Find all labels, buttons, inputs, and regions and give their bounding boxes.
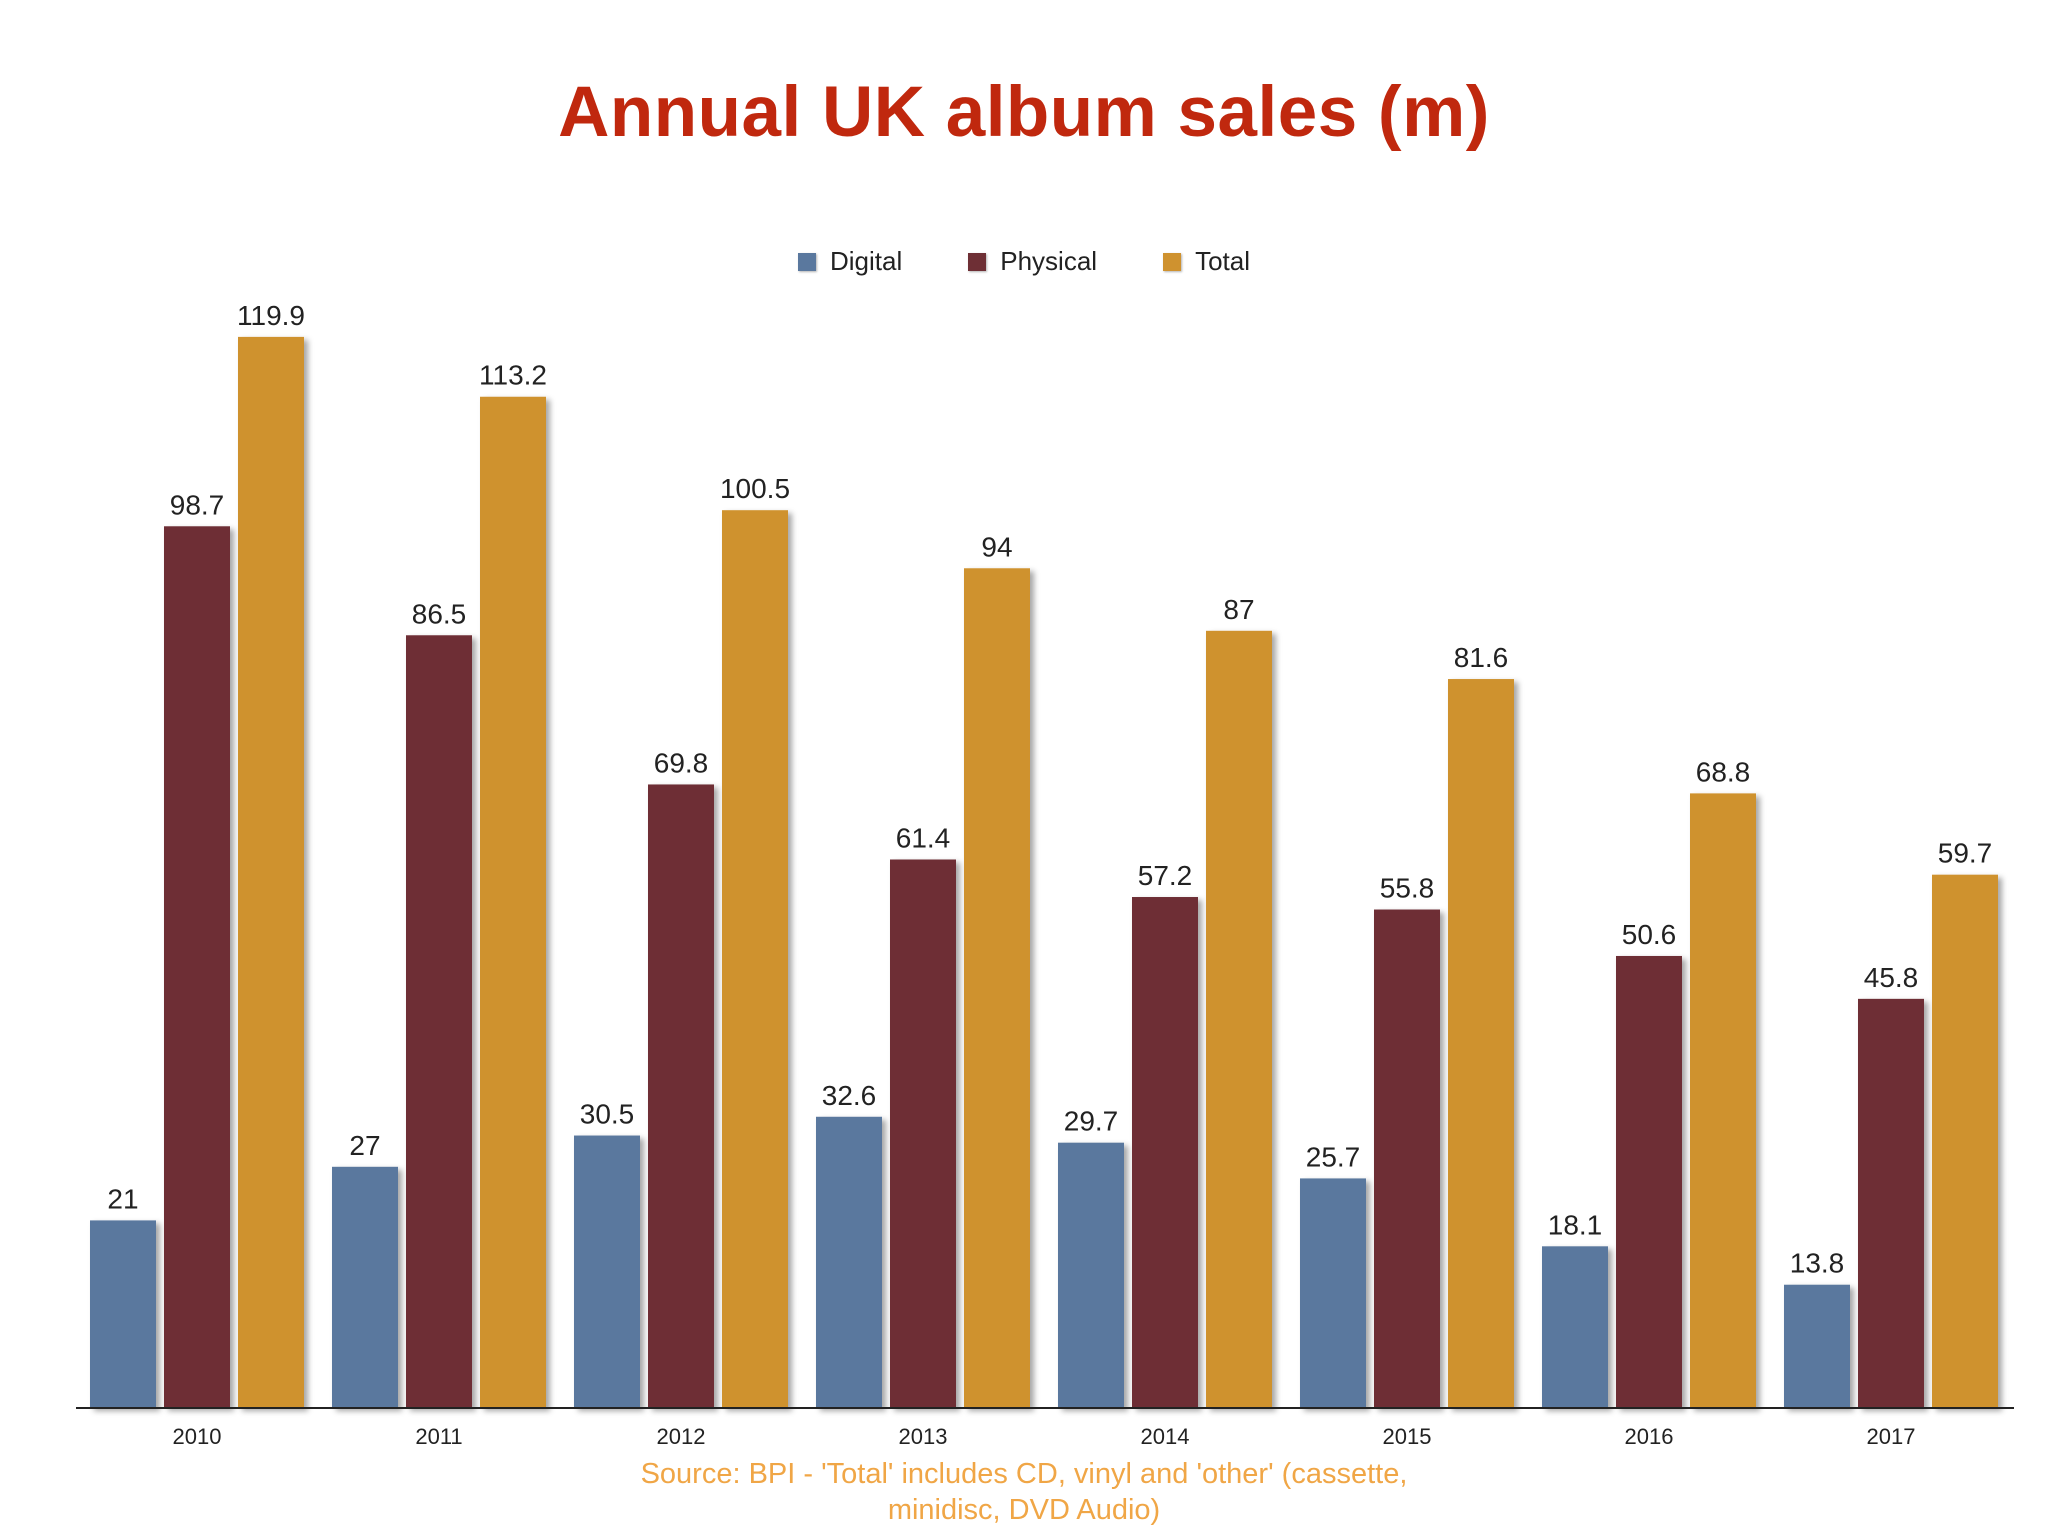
- data-label-total-2015: 81.6: [1454, 642, 1509, 673]
- legend-swatch-total: [1163, 252, 1182, 271]
- legend-item-total: Total: [1163, 246, 1250, 277]
- legend-label-digital: Digital: [830, 246, 903, 276]
- bar-digital-2012: [574, 1135, 640, 1408]
- data-label-digital-2016: 18.1: [1548, 1209, 1603, 1240]
- data-label-physical-2014: 57.2: [1138, 860, 1193, 891]
- data-label-digital-2013: 32.6: [822, 1080, 877, 1111]
- bar-total-2015: [1448, 679, 1514, 1408]
- bar-physical-2015: [1374, 909, 1440, 1408]
- bar-total-2011: [480, 396, 546, 1408]
- source-line-2: minidisc, DVD Audio): [887, 1494, 1161, 1526]
- data-label-physical-2013: 61.4: [896, 822, 951, 853]
- bar-digital-2010: [90, 1220, 156, 1408]
- legend-label-physical: Physical: [1000, 246, 1098, 276]
- data-label-digital-2014: 29.7: [1064, 1106, 1119, 1137]
- legend-swatch-physical: [968, 252, 987, 271]
- labels-group: 21 98.7 119.9 2010 27 86.5 113.2 2011 30.5 69.8 10…: [105, 298, 1994, 1449]
- source-note: Source: BPI - 'Total' includes CD, vinyl…: [0, 1456, 2048, 1528]
- data-label-total-2012: 100.5: [720, 473, 790, 504]
- bar-physical-2012: [648, 784, 714, 1408]
- x-tick-label-2012: 2012: [657, 1424, 706, 1449]
- bar-total-2017: [1932, 874, 1998, 1408]
- data-label-digital-2015: 25.7: [1306, 1141, 1361, 1172]
- x-tick-label-2013: 2013: [899, 1424, 948, 1449]
- source-line-1: Source: BPI - 'Total' includes CD, vinyl…: [640, 1458, 1408, 1490]
- bar-physical-2014: [1132, 897, 1198, 1408]
- bar-physical-2017: [1858, 998, 1924, 1408]
- legend-label-total: Total: [1195, 246, 1250, 276]
- x-tick-label-2015: 2015: [1383, 1424, 1432, 1449]
- x-tick-label-2011: 2011: [415, 1424, 462, 1449]
- x-tick-label-2017: 2017: [1867, 1424, 1916, 1449]
- data-label-total-2011: 113.2: [479, 360, 547, 391]
- bar-physical-2013: [890, 859, 956, 1408]
- data-label-digital-2017: 13.8: [1790, 1248, 1845, 1279]
- bar-digital-2017: [1784, 1284, 1850, 1408]
- bar-total-2013: [964, 568, 1030, 1408]
- data-label-physical-2017: 45.8: [1864, 962, 1919, 993]
- bar-digital-2011: [332, 1166, 398, 1408]
- data-label-total-2010: 119.9: [237, 300, 305, 331]
- data-label-digital-2011: 27: [349, 1130, 380, 1161]
- bar-physical-2011: [406, 635, 472, 1408]
- bars-group: [90, 336, 1998, 1409]
- data-label-total-2013: 94: [981, 531, 1012, 562]
- bar-digital-2014: [1058, 1142, 1124, 1408]
- data-label-digital-2012: 30.5: [580, 1099, 635, 1130]
- bar-digital-2013: [816, 1116, 882, 1408]
- x-tick-label-2010: 2010: [173, 1424, 222, 1449]
- bar-total-2014: [1206, 630, 1272, 1408]
- bar-total-2012: [722, 510, 788, 1408]
- chart-title: Annual UK album sales (m): [558, 73, 1490, 152]
- bar-physical-2010: [164, 526, 230, 1408]
- data-label-physical-2016: 50.6: [1622, 919, 1677, 950]
- x-tick-label-2014: 2014: [1141, 1424, 1190, 1449]
- data-label-digital-2010: 21: [107, 1183, 138, 1214]
- bar-total-2016: [1690, 793, 1756, 1408]
- x-tick-label-2016: 2016: [1625, 1424, 1674, 1449]
- data-label-total-2017: 59.7: [1938, 838, 1993, 869]
- data-label-total-2014: 87: [1223, 594, 1254, 625]
- bar-digital-2016: [1542, 1246, 1608, 1408]
- legend-item-digital: Digital: [798, 246, 902, 277]
- data-label-physical-2011: 86.5: [412, 598, 467, 629]
- legend-item-physical: Physical: [968, 246, 1097, 277]
- data-label-physical-2012: 69.8: [654, 747, 709, 778]
- legend: Digital Physical Total: [0, 246, 2048, 277]
- bar-physical-2016: [1616, 955, 1682, 1408]
- bar-digital-2015: [1300, 1178, 1366, 1408]
- data-label-physical-2015: 55.8: [1380, 873, 1435, 904]
- legend-swatch-digital: [798, 252, 816, 271]
- data-label-physical-2010: 98.7: [170, 489, 225, 520]
- bar-total-2010: [238, 336, 304, 1409]
- data-label-total-2016: 68.8: [1696, 756, 1751, 787]
